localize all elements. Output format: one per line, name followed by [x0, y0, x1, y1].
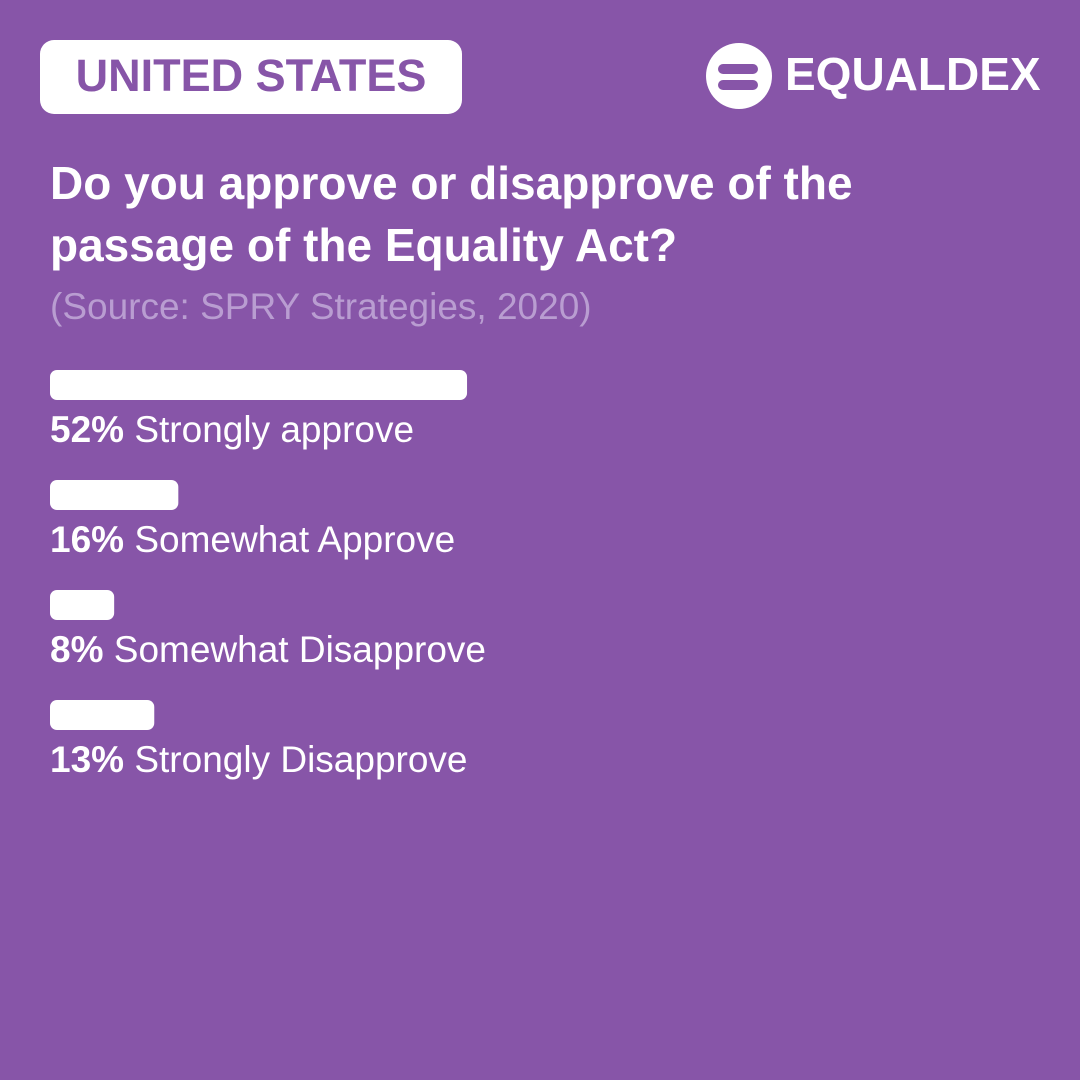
value-label: 16% — [50, 519, 124, 560]
value-label: 52% — [50, 409, 124, 450]
bar — [50, 590, 115, 620]
row-label: 52% Strongly approve — [50, 409, 414, 450]
value-label: 13% — [50, 739, 124, 780]
logo-bar — [718, 80, 758, 90]
bar — [50, 480, 179, 510]
bar — [50, 700, 155, 730]
badge: UNITED STATES — [76, 50, 427, 101]
chart-subtitle: (Source: SPRY Strategies, 2020) — [50, 286, 592, 327]
brand: EQUALDEX — [785, 48, 1041, 100]
row-label: 13% Strongly Disapprove — [50, 739, 468, 780]
badge-box — [40, 40, 462, 114]
category-label: Somewhat Approve — [134, 519, 455, 560]
bar — [50, 370, 468, 400]
category-label: Somewhat Disapprove — [114, 629, 486, 670]
chart-title: Do you approve or disapprove of the pass… — [50, 157, 853, 271]
category-label: Strongly Disapprove — [134, 739, 467, 780]
logo — [706, 43, 772, 109]
row-label: 8% Somewhat Disapprove — [50, 629, 486, 670]
row-label: 16% Somewhat Approve — [50, 519, 455, 560]
value-label: 8% — [50, 629, 103, 670]
category-label: Strongly approve — [134, 409, 414, 450]
logo-bar — [718, 64, 758, 74]
